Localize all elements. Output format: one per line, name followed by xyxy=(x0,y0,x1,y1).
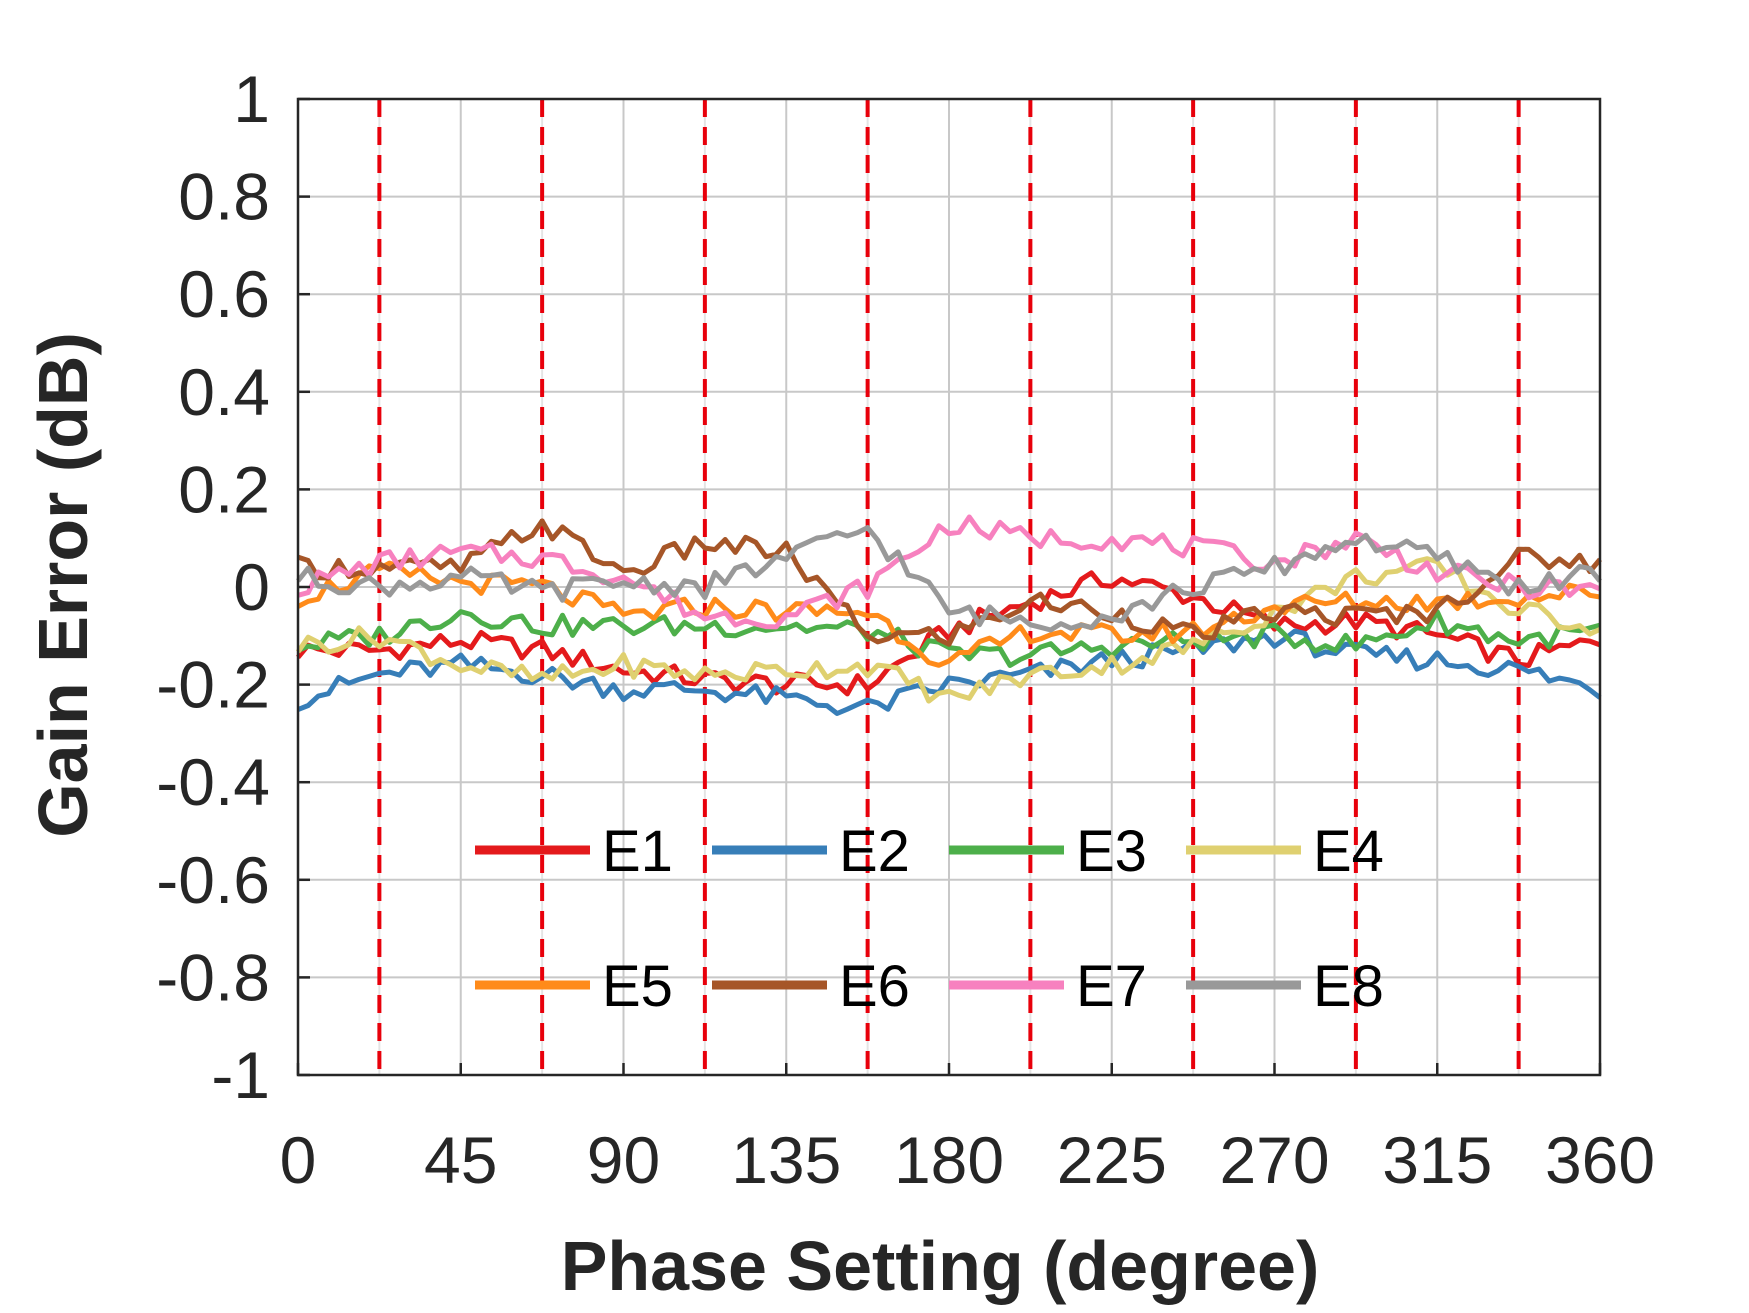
legend-item-e7: E7 xyxy=(949,954,1147,1019)
legend-item-e1: E1 xyxy=(475,819,673,884)
x-axis-ticks: 0 45 90 135 180 225 270 315 360 xyxy=(280,1063,1655,1197)
legend-label: E7 xyxy=(1076,954,1147,1019)
x-tick-label: 45 xyxy=(424,1123,497,1197)
legend-item-e4: E4 xyxy=(1186,819,1384,884)
legend-item-e2: E2 xyxy=(712,819,910,884)
x-tick-label: 0 xyxy=(280,1123,317,1197)
legend-label: E6 xyxy=(839,954,910,1019)
legend-label: E5 xyxy=(602,954,673,1019)
legend-label: E2 xyxy=(839,819,910,884)
legend-label: E3 xyxy=(1076,819,1147,884)
legend-label: E8 xyxy=(1313,954,1384,1019)
y-tick-label: 0.4 xyxy=(178,355,270,429)
y-tick-label: -0.4 xyxy=(156,745,270,819)
y-axis-ticks: -1 -0.8 -0.6 -0.4 -0.2 0 0.2 0.4 0.6 0.8 1 xyxy=(156,62,310,1112)
y-tick-label: -1 xyxy=(211,1038,270,1112)
y-axis-title: Gain Error (dB) xyxy=(24,332,102,838)
series-lines xyxy=(295,514,1602,716)
x-tick-label: 90 xyxy=(587,1123,660,1197)
reference-lines xyxy=(377,99,1521,1075)
series-line-e1 xyxy=(296,570,1601,697)
series-line-e4 xyxy=(295,556,1602,704)
legend-item-e8: E8 xyxy=(1186,954,1384,1019)
series-line-e3 xyxy=(296,609,1601,668)
x-tick-label: 270 xyxy=(1219,1123,1329,1197)
series-line-e5 xyxy=(296,560,1601,668)
y-tick-label: 1 xyxy=(233,62,270,136)
legend-label: E1 xyxy=(602,819,673,884)
x-tick-label: 225 xyxy=(1057,1123,1167,1197)
legend-label: E4 xyxy=(1313,819,1384,884)
x-tick-label: 315 xyxy=(1382,1123,1492,1197)
y-tick-label: 0.8 xyxy=(178,160,270,234)
legend-item-e5: E5 xyxy=(475,954,673,1019)
y-tick-label: -0.6 xyxy=(156,843,270,917)
x-tick-label: 135 xyxy=(731,1123,841,1197)
y-tick-label: 0 xyxy=(233,550,270,624)
y-tick-label: -0.2 xyxy=(156,648,270,722)
legend-item-e3: E3 xyxy=(949,819,1147,884)
y-tick-label: 0.2 xyxy=(178,452,270,526)
y-tick-label: -0.8 xyxy=(156,940,270,1014)
x-tick-label: 180 xyxy=(894,1123,1004,1197)
y-tick-label: 0.6 xyxy=(178,257,270,331)
x-axis-title: Phase Setting (degree) xyxy=(561,1227,1320,1305)
series-line-e7 xyxy=(297,514,1601,630)
series-line-e8 xyxy=(296,525,1602,633)
legend: E1 E2 E3 E4 E5 E6 E7 E8 xyxy=(475,819,1384,1019)
series-line-e6 xyxy=(297,518,1602,647)
legend-item-e6: E6 xyxy=(712,954,910,1019)
x-tick-label: 360 xyxy=(1545,1123,1655,1197)
